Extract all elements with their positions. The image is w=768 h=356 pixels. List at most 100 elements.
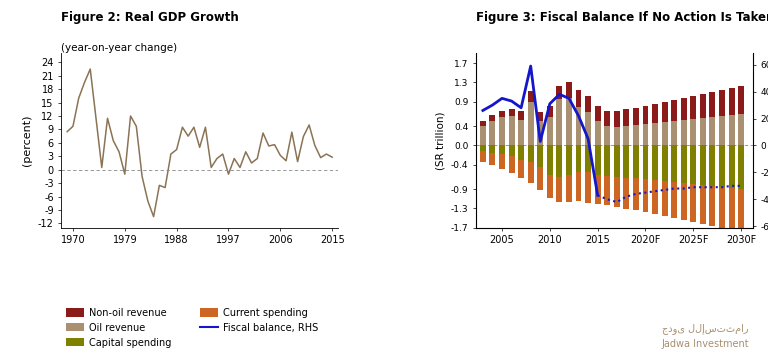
Bar xyxy=(557,99,562,146)
Bar xyxy=(528,91,534,102)
Bar xyxy=(738,146,744,189)
Bar xyxy=(604,111,611,126)
Y-axis label: (SR trillion): (SR trillion) xyxy=(435,111,445,170)
Bar xyxy=(700,94,706,118)
Bar xyxy=(690,96,697,119)
Bar xyxy=(585,146,591,172)
Bar xyxy=(662,122,667,146)
Bar xyxy=(508,146,515,156)
Bar xyxy=(575,107,581,146)
Bar xyxy=(575,146,581,172)
Bar xyxy=(710,117,716,146)
Bar xyxy=(710,92,716,117)
Bar xyxy=(690,184,697,222)
Bar xyxy=(547,174,553,198)
Bar xyxy=(671,100,677,121)
Bar xyxy=(480,126,486,146)
Bar xyxy=(585,172,591,203)
Bar xyxy=(643,106,648,124)
Bar xyxy=(604,126,611,146)
Bar xyxy=(566,98,572,146)
Bar xyxy=(538,167,543,189)
Bar xyxy=(652,180,658,214)
Legend: Non-oil revenue, Oil revenue, Capital spending, Current spending, Fiscal balance: Non-oil revenue, Oil revenue, Capital sp… xyxy=(66,308,318,347)
Bar xyxy=(499,146,505,154)
Bar xyxy=(614,177,620,207)
Bar xyxy=(662,181,667,216)
Bar xyxy=(738,115,744,146)
Bar xyxy=(528,162,534,183)
Bar xyxy=(738,189,744,232)
Bar xyxy=(518,160,524,178)
Bar xyxy=(594,106,601,121)
Bar xyxy=(662,146,667,181)
Bar xyxy=(719,116,725,146)
Bar xyxy=(585,111,591,146)
Bar xyxy=(624,178,629,209)
Text: Figure 2: Real GDP Growth: Figure 2: Real GDP Growth xyxy=(61,11,239,24)
Bar xyxy=(729,188,734,230)
Bar xyxy=(633,125,639,146)
Bar xyxy=(633,146,639,178)
Bar xyxy=(528,102,534,146)
Bar xyxy=(499,154,505,169)
Bar xyxy=(719,146,725,187)
Bar xyxy=(538,121,543,146)
Bar xyxy=(480,146,486,151)
Bar xyxy=(738,87,744,115)
Bar xyxy=(557,177,562,202)
Bar xyxy=(643,179,648,212)
Bar xyxy=(489,121,495,146)
Bar xyxy=(604,146,611,176)
Bar xyxy=(671,182,677,218)
Bar xyxy=(624,146,629,178)
Bar xyxy=(633,108,639,125)
Bar xyxy=(489,146,495,153)
Bar xyxy=(700,146,706,185)
Bar xyxy=(480,151,486,162)
Bar xyxy=(557,146,562,177)
Bar xyxy=(518,146,524,160)
Bar xyxy=(518,120,524,146)
Bar xyxy=(538,146,543,167)
Bar xyxy=(729,115,734,146)
Bar xyxy=(585,95,591,111)
Bar xyxy=(604,176,611,205)
Bar xyxy=(508,116,515,146)
Bar xyxy=(518,111,524,120)
Bar xyxy=(594,121,601,146)
Bar xyxy=(594,174,601,204)
Bar xyxy=(643,146,648,179)
Bar xyxy=(489,115,495,121)
Bar xyxy=(729,88,734,115)
Text: (year-on-year change): (year-on-year change) xyxy=(61,43,177,53)
Bar xyxy=(719,90,725,116)
Bar xyxy=(652,104,658,123)
Bar xyxy=(499,111,505,117)
Bar xyxy=(547,117,553,146)
Bar xyxy=(489,153,495,165)
Bar xyxy=(662,102,667,122)
Bar xyxy=(624,109,629,126)
Y-axis label: (percent): (percent) xyxy=(22,115,32,166)
Text: جدوى للإستثمار
Jadwa Investment: جدوى للإستثمار Jadwa Investment xyxy=(661,323,749,349)
Bar xyxy=(566,174,572,201)
Bar xyxy=(575,90,581,107)
Bar xyxy=(652,123,658,146)
Bar xyxy=(710,146,716,186)
Bar xyxy=(680,146,687,183)
Bar xyxy=(547,106,553,117)
Bar xyxy=(528,146,534,162)
Text: Figure 3: Fiscal Balance If No Action Is Taken: Figure 3: Fiscal Balance If No Action Is… xyxy=(476,11,768,24)
Bar xyxy=(700,185,706,224)
Bar xyxy=(690,119,697,146)
Bar xyxy=(594,146,601,174)
Bar xyxy=(614,111,620,127)
Bar xyxy=(614,146,620,177)
Bar xyxy=(547,146,553,174)
Bar xyxy=(671,121,677,146)
Bar xyxy=(624,126,629,146)
Bar xyxy=(499,117,505,146)
Bar xyxy=(680,183,687,220)
Bar xyxy=(729,146,734,188)
